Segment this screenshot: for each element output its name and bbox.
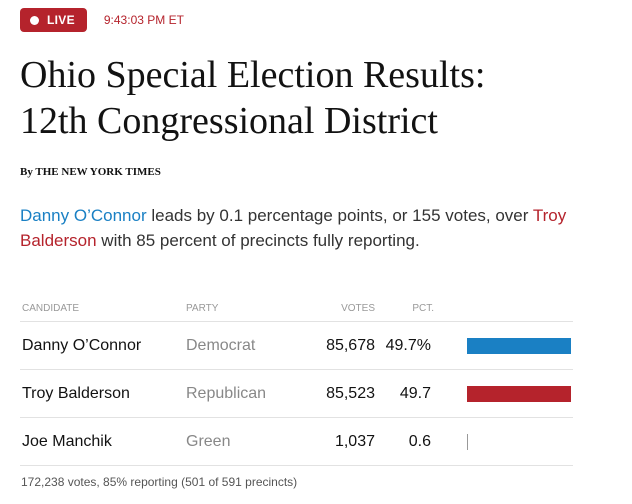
candidate-party: Republican <box>186 384 267 402</box>
candidate-pct: 0.6 <box>408 432 431 450</box>
byline-source: THE NEW YORK TIMES <box>35 166 161 178</box>
candidate-votes: 85,523 <box>326 384 375 402</box>
byline: By THE NEW YORK TIMES <box>20 166 161 178</box>
header-votes: VOTES <box>341 303 375 314</box>
header-candidate: CANDIDATE <box>22 303 80 314</box>
summary-text-end: with 85 percent of precincts fully repor… <box>96 231 420 250</box>
candidate-pct: 49.7 <box>399 384 431 402</box>
page-title-line-2: 12th Congressional District <box>20 100 438 142</box>
vote-share-bar-cell <box>451 337 573 355</box>
reporting-footnote: 172,238 votes, 85% reporting (501 of 591… <box>21 475 298 489</box>
candidate-name: Troy Balderson <box>22 384 130 402</box>
table-row: Joe Manchik Green 1,037 0.6 <box>20 418 573 466</box>
header-bar-spacer <box>451 300 573 318</box>
vote-share-bar-cell <box>451 433 573 451</box>
vote-share-bar-cell <box>451 385 573 403</box>
candidate-party: Democrat <box>186 336 256 354</box>
update-timestamp: 9:43:03 PM ET <box>103 13 184 27</box>
live-dot-icon <box>30 15 39 25</box>
candidate-name: Danny O’Connor <box>22 336 142 354</box>
results-table-header: CANDIDATE PARTY VOTES PCT. <box>20 296 573 322</box>
summary-trailer-link[interactable]: Troy Balderson <box>20 206 567 250</box>
results-table: CANDIDATE PARTY VOTES PCT. Danny O’Conno… <box>20 296 573 466</box>
candidate-pct: 49.7% <box>385 336 431 354</box>
summary-leader-link[interactable]: Danny O’Connor <box>20 206 147 225</box>
summary-text-middle: leads by 0.1 percentage points, or 155 v… <box>146 206 533 225</box>
vote-share-bar <box>467 433 468 450</box>
header-pct: PCT. <box>412 303 434 314</box>
vote-share-bar <box>467 385 571 402</box>
candidate-votes: 85,678 <box>326 336 375 354</box>
byline-by: By <box>20 166 33 178</box>
status-row: LIVE 9:43:03 PM ET <box>20 8 184 32</box>
page-title-line-1: Ohio Special Election Results: <box>20 54 486 96</box>
candidate-party: Green <box>186 432 231 450</box>
header-party: PARTY <box>186 303 219 314</box>
vote-share-bar <box>467 337 571 354</box>
live-label: LIVE <box>47 13 75 27</box>
results-summary: Danny O’Connor leads by 0.1 percentage p… <box>20 203 590 253</box>
table-row: Troy Balderson Republican 85,523 49.7 <box>20 370 573 418</box>
candidate-votes: 1,037 <box>334 432 375 450</box>
table-row: Danny O’Connor Democrat 85,678 49.7% <box>20 322 573 370</box>
candidate-name: Joe Manchik <box>22 432 112 450</box>
live-badge: LIVE <box>20 8 87 32</box>
page-title: Ohio Special Election Results: 12th Cong… <box>20 52 620 144</box>
